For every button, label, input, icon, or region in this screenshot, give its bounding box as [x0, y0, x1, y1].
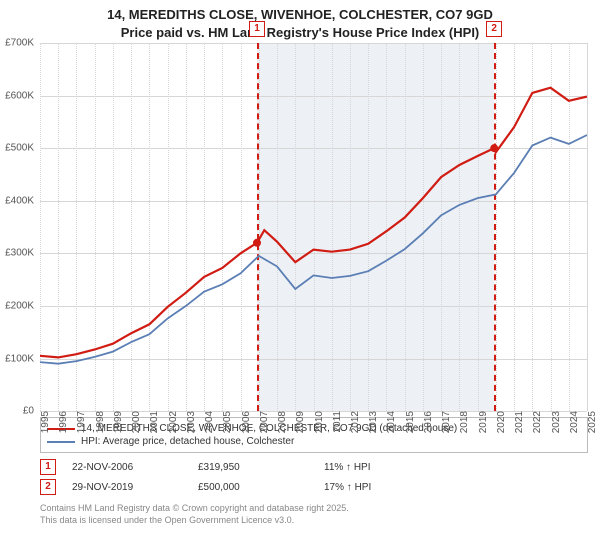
x-axis-label: 1999 [109, 411, 124, 433]
x-axis-label: 2024 [565, 411, 580, 433]
footer-line-2: This data is licensed under the Open Gov… [40, 515, 588, 527]
x-axis-label: 2022 [528, 411, 543, 433]
footer-attribution: Contains HM Land Registry data © Crown c… [40, 503, 588, 526]
y-axis-label: £200K [5, 300, 40, 311]
x-axis-label: 2012 [346, 411, 361, 433]
x-axis-label: 2002 [164, 411, 179, 433]
gridline-vertical [587, 43, 588, 411]
chart-title: 14, MEREDITHS CLOSE, WIVENHOE, COLCHESTE… [0, 0, 600, 43]
x-axis-label: 2017 [437, 411, 452, 433]
x-axis-label: 2003 [182, 411, 197, 433]
legend-label: HPI: Average price, detached house, Colc… [81, 436, 294, 447]
data-point-marker [490, 144, 498, 152]
x-axis-label: 2020 [492, 411, 507, 433]
event-delta: 11% ↑ HPI [324, 462, 434, 473]
plot-background [40, 43, 587, 411]
x-axis-label: 2019 [474, 411, 489, 433]
line-series [40, 43, 587, 411]
events-table: 1 22-NOV-2006 £319,950 11% ↑ HPI 2 29-NOV-201… [40, 457, 588, 497]
x-axis-label: 2005 [218, 411, 233, 433]
title-line-1: 14, MEREDITHS CLOSE, WIVENHOE, COLCHESTE… [10, 6, 590, 24]
x-axis-label: 2009 [291, 411, 306, 433]
y-axis-label: £100K [5, 353, 40, 364]
x-axis-label: 2016 [419, 411, 434, 433]
event-date: 29-NOV-2019 [72, 482, 182, 493]
legend-swatch [47, 441, 75, 443]
event-date: 22-NOV-2006 [72, 462, 182, 473]
x-axis-label: 2014 [382, 411, 397, 433]
x-axis-label: 1995 [36, 411, 51, 433]
event-row: 2 29-NOV-2019 £500,000 17% ↑ HPI [40, 477, 588, 497]
chart-plot-area: £0£100K£200K£300K£400K£500K£600K£700K 19… [40, 43, 588, 411]
event-price: £500,000 [198, 482, 308, 493]
x-axis-label: 2015 [401, 411, 416, 433]
x-axis-label: 2004 [200, 411, 215, 433]
footer-line-1: Contains HM Land Registry data © Crown c… [40, 503, 588, 515]
title-line-2: Price paid vs. HM Land Registry's House … [10, 24, 590, 42]
x-axis-label: 2006 [237, 411, 252, 433]
x-axis-label: 2000 [127, 411, 142, 433]
x-axis-label: 2013 [364, 411, 379, 433]
event-price: £319,950 [198, 462, 308, 473]
x-axis-label: 2001 [145, 411, 160, 433]
series-price_paid [40, 88, 587, 358]
y-axis-label: £500K [5, 143, 40, 154]
x-axis-label: 2010 [310, 411, 325, 433]
event-row: 1 22-NOV-2006 £319,950 11% ↑ HPI [40, 457, 588, 477]
y-axis-label: £300K [5, 248, 40, 259]
event-marker: 1 [249, 21, 265, 37]
x-axis-label: 2025 [583, 411, 598, 433]
x-axis-label: 2008 [273, 411, 288, 433]
x-axis-label: 1997 [72, 411, 87, 433]
event-id-marker: 1 [40, 459, 56, 475]
event-id-marker: 2 [40, 479, 56, 495]
data-point-marker [253, 239, 261, 247]
y-axis-label: £700K [5, 38, 40, 49]
x-axis-label: 2021 [510, 411, 525, 433]
x-axis-label: 2007 [255, 411, 270, 433]
x-axis-label: 2023 [547, 411, 562, 433]
x-axis-label: 2018 [455, 411, 470, 433]
x-axis-label: 2011 [328, 411, 343, 433]
y-axis-label: £600K [5, 90, 40, 101]
x-axis-label: 1998 [91, 411, 106, 433]
event-delta: 17% ↑ HPI [324, 482, 434, 493]
x-axis-label: 1996 [54, 411, 69, 433]
y-axis-label: £400K [5, 195, 40, 206]
legend-row: HPI: Average price, detached house, Colc… [47, 435, 581, 448]
event-marker: 2 [486, 21, 502, 37]
